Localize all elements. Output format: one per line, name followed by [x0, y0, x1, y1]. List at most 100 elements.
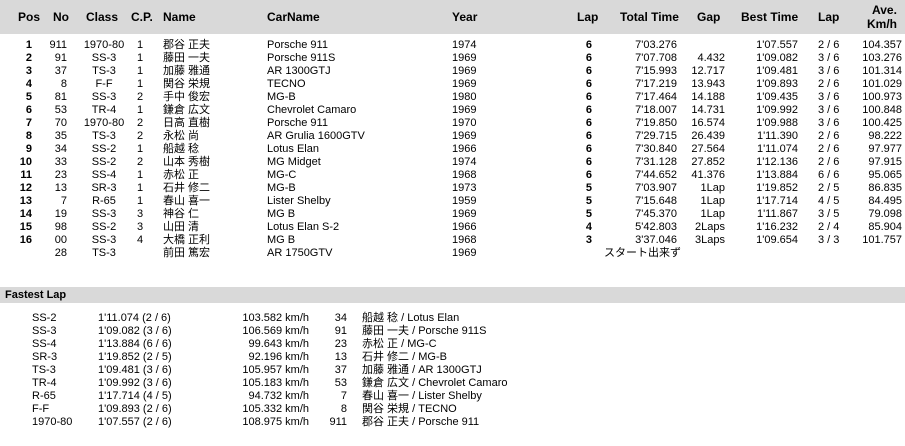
average-speed-cell: 100.973	[862, 91, 902, 103]
fastest-car-number-cell: 13	[334, 351, 347, 363]
header-class: Class	[86, 10, 119, 24]
best-lap-cell: 2 / 6	[818, 156, 840, 168]
car-number-cell: 7	[60, 195, 67, 207]
year-cell: 1959	[452, 195, 477, 207]
gap-cell: 4.432	[697, 52, 725, 64]
fastest-time-cell: 1'09.893 (2 / 6)	[98, 403, 172, 415]
car-name-cell: TECNO	[267, 78, 306, 90]
year-cell: 1966	[452, 221, 477, 233]
fastest-car-number-cell: 8	[340, 403, 347, 415]
result-row: 13 7 R-65 1 春山 喜一 Lister Shelby 1959 5 7'15.648 1…	[0, 195, 905, 208]
total-time-cell: 7'03.276	[635, 39, 677, 51]
fastest-lap-row: SS-2 1'11.074 (2 / 6) 103.582 km/h 34 船越 稔 /…	[0, 312, 905, 325]
average-speed-cell: 103.276	[862, 52, 902, 64]
car-name-cell: MG-C	[267, 169, 297, 181]
total-time-cell: 7'19.850	[635, 117, 677, 129]
fastest-class-cell: TR-4	[32, 377, 57, 389]
class-position-cell: 1	[136, 104, 144, 116]
car-number-cell: 37	[54, 65, 67, 77]
class-position-cell: 1	[136, 169, 144, 181]
year-cell: 1966	[452, 143, 477, 155]
class-position-cell: 4	[136, 234, 144, 246]
laps-cell: 6	[585, 91, 592, 103]
pos-cell: 2	[25, 52, 32, 64]
fastest-speed-cell: 105.332 km/h	[242, 403, 309, 415]
class-cell: TR-4	[91, 104, 117, 116]
gap-cell: 13.943	[691, 78, 725, 90]
header-lap: Lap	[577, 10, 599, 24]
total-time-cell: 7'45.370	[635, 208, 677, 220]
driver-name-cell: 鎌倉 広文	[163, 104, 211, 116]
fastest-time-cell: 1'07.557 (2 / 6)	[98, 416, 172, 428]
fastest-time-cell: 1'09.992 (3 / 6)	[98, 377, 172, 389]
class-cell: SS-2	[91, 221, 117, 233]
header-year: Year	[452, 10, 478, 24]
average-speed-cell: 101.757	[862, 234, 902, 246]
class-cell: SS-3	[91, 52, 117, 64]
total-time-cell: スタート出来ず	[604, 247, 681, 259]
class-position-cell: 1	[136, 78, 144, 90]
fastest-class-cell: R-65	[32, 390, 56, 402]
best-time-cell: 1'09.893	[756, 78, 798, 90]
laps-cell: 6	[585, 169, 592, 181]
fastest-lap-row: SS-4 1'13.884 (6 / 6) 99.643 km/h 23 赤松 正 / …	[0, 338, 905, 351]
car-number-cell: 8	[60, 78, 67, 90]
result-row: 12 13 SR-3 1 石井 修二 MG-B 1973 5 7'03.907 1Lap 1'19.…	[0, 182, 905, 195]
best-lap-cell: 3 / 6	[818, 117, 840, 129]
laps-cell: 6	[585, 78, 592, 90]
gap-cell: 3Laps	[695, 234, 725, 246]
laps-cell: 6	[585, 104, 592, 116]
year-cell: 1969	[452, 78, 477, 90]
driver-name-cell: 春山 喜一	[163, 195, 211, 207]
driver-name-cell: 関谷 栄規	[163, 78, 211, 90]
class-cell: F-F	[95, 78, 113, 90]
fastest-lap-row: TR-4 1'09.992 (3 / 6) 105.183 km/h 53 鎌倉 広文 …	[0, 377, 905, 390]
result-row: 1 911 1970-80 1 郡谷 正夫 Porsche 911 1974 6 7'03.27…	[0, 39, 905, 52]
car-name-cell: Porsche 911	[267, 39, 328, 51]
best-time-cell: 1'07.557	[756, 39, 798, 51]
pos-cell: 16	[19, 234, 32, 246]
pos-cell: 1	[25, 39, 32, 51]
year-cell: 1974	[452, 39, 477, 51]
result-row: 2 91 SS-3 1 藤田 一夫 Porsche 911S 1969 6 7'07.708 4.…	[0, 52, 905, 65]
year-cell: 1980	[452, 91, 477, 103]
class-position-cell: 2	[136, 91, 144, 103]
fastest-car-number-cell: 23	[334, 338, 347, 350]
driver-name-cell: 加藤 雅通	[163, 65, 211, 77]
fastest-lap-table: SS-2 1'11.074 (2 / 6) 103.582 km/h 34 船越 稔 /…	[0, 312, 905, 429]
fastest-speed-cell: 103.582 km/h	[242, 312, 309, 324]
class-cell: SS-2	[91, 143, 117, 155]
class-cell: SR-3	[91, 182, 117, 194]
best-lap-cell: 6 / 6	[818, 169, 840, 181]
best-lap-cell: 4 / 5	[818, 195, 840, 207]
class-cell: R-65	[92, 195, 116, 207]
fastest-lap-row: 1970-80 1'07.557 (2 / 6) 108.975 km/h 911 郡谷…	[0, 416, 905, 429]
class-position-cell: 3	[136, 208, 144, 220]
header-name: Name	[163, 10, 196, 24]
class-position-cell: 1	[136, 143, 144, 155]
best-lap-cell: 3 / 6	[818, 52, 840, 64]
class-position-cell: 3	[136, 221, 144, 233]
average-speed-cell: 95.065	[868, 169, 902, 181]
car-name-cell: Porsche 911S	[267, 52, 336, 64]
header-no: No	[53, 10, 69, 24]
total-time-cell: 3'37.046	[635, 234, 677, 246]
result-row: 3 37 TS-3 1 加藤 雅通 AR 1300GTJ 1969 6 7'15.993 12.7…	[0, 65, 905, 78]
total-time-cell: 7'44.652	[635, 169, 677, 181]
result-row: 11 23 SS-4 1 赤松 正 MG-C 1968 6 7'44.652 41.376 1'13…	[0, 169, 905, 182]
class-cell: TS-3	[92, 130, 116, 142]
pos-cell: 3	[25, 65, 32, 77]
best-time-cell: 1'09.435	[756, 91, 798, 103]
car-number-cell: 23	[54, 169, 67, 181]
fastest-driver-car-cell: 関谷 栄規 / TECNO	[362, 403, 457, 415]
car-name-cell: MG B	[267, 234, 296, 246]
total-time-cell: 7'07.708	[635, 52, 677, 64]
fastest-speed-cell: 106.569 km/h	[242, 325, 309, 337]
car-number-cell: 28	[54, 247, 67, 259]
fastest-car-number-cell: 911	[329, 416, 347, 428]
total-time-cell: 7'30.840	[635, 143, 677, 155]
fastest-speed-cell: 105.183 km/h	[242, 377, 309, 389]
header-best-lap: Lap	[818, 10, 840, 24]
driver-name-cell: 山本 秀樹	[163, 156, 211, 168]
driver-name-cell: 日高 直樹	[163, 117, 211, 129]
